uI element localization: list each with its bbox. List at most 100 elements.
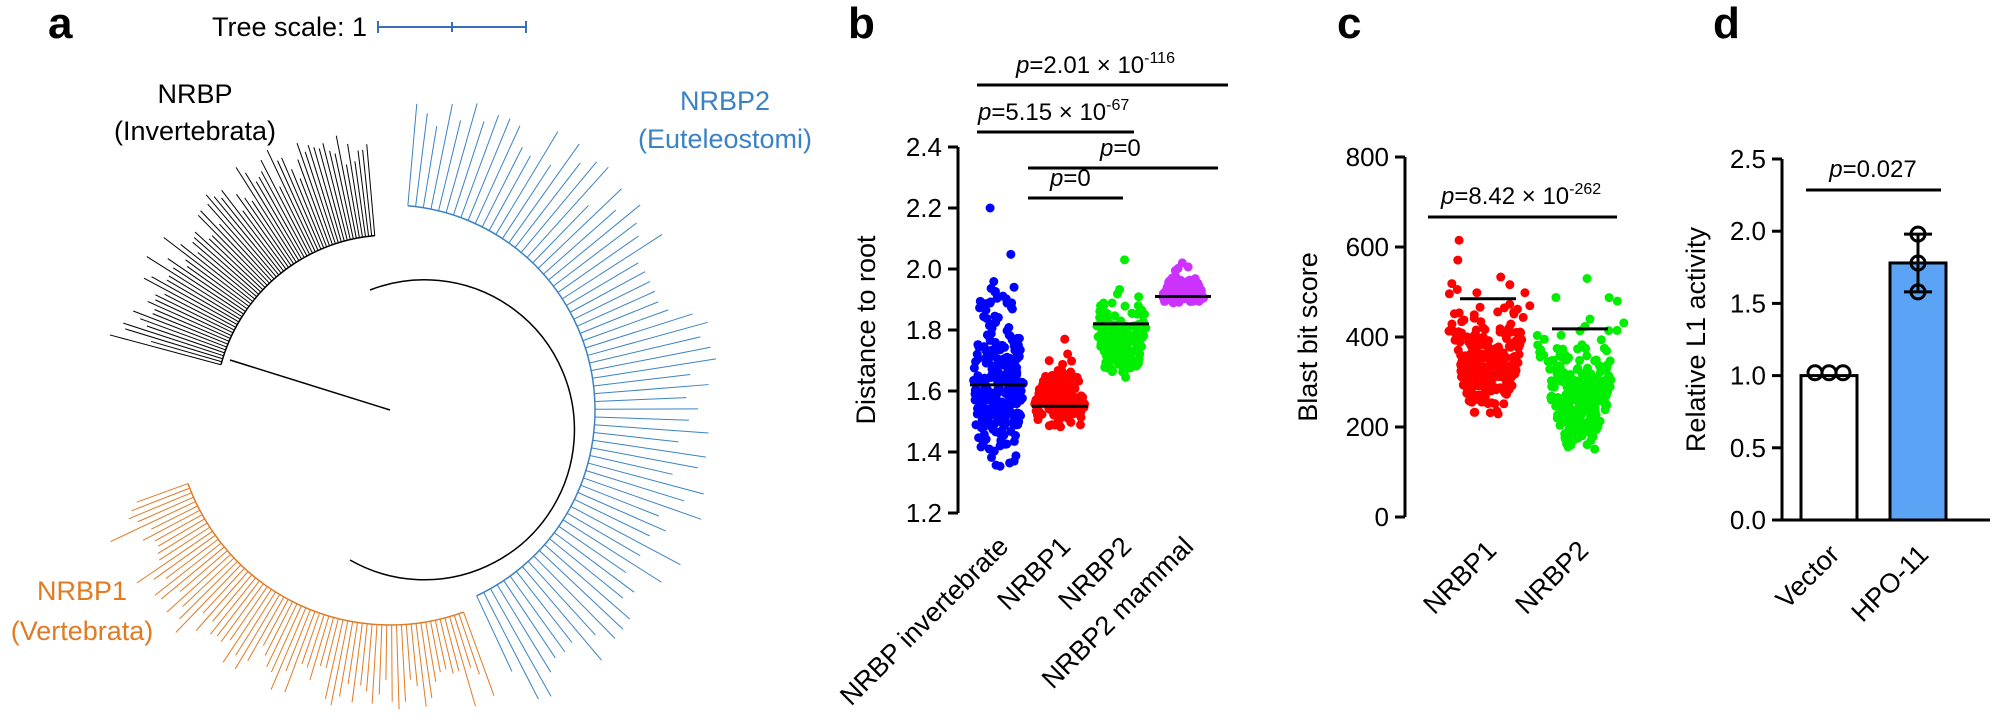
plot-c-nrbp2-point <box>1591 392 1601 402</box>
plot-b-nrbp2-mammal-point <box>1183 281 1193 291</box>
tree-leaf-branch <box>490 588 552 697</box>
tree-leaf-branch <box>306 614 325 668</box>
plot-b-nrbp1-point <box>1066 381 1076 391</box>
tree-scale-bar <box>377 21 527 33</box>
tree-leaf-branch <box>220 583 264 642</box>
plot-c-nrbp2-point <box>1588 379 1598 389</box>
tree-leaf-branch <box>159 526 211 561</box>
plot-c-nrbp1-point <box>1486 386 1496 396</box>
plot-c-nrbp1-point <box>1505 280 1515 290</box>
plot-d-y-tick-label: 2.5 <box>1730 144 1766 174</box>
tree-leaf-branch <box>242 210 287 270</box>
plot-c-nrbp2-point <box>1546 356 1556 366</box>
tree-leaf-branch <box>146 325 225 354</box>
tree-leaf-branch <box>163 237 252 305</box>
plot-c-nrbp1-point <box>1472 357 1482 367</box>
plot-c-nrbp2-point <box>1612 296 1622 306</box>
plot-c-nrbp1-point <box>1444 289 1454 299</box>
plot-b-nrbp-invertebrate-point <box>976 423 986 433</box>
plot-b-nrbp2-point <box>1134 292 1144 302</box>
plot-c-nrbp2-point <box>1619 318 1629 328</box>
tree-leaf-branch <box>453 615 472 668</box>
tree-leaf-branch <box>319 617 335 667</box>
tree-leaf-branch <box>438 120 462 211</box>
plot-b-nrbp1-point <box>1074 376 1084 386</box>
tree-leaf-branch <box>579 301 659 334</box>
plot-b-nrbp-invertebrate-point <box>1009 282 1019 292</box>
tree-leaf-branch <box>495 131 559 235</box>
plot-c-nrbp2-point <box>1572 364 1582 374</box>
plot-c-nrbp2-point <box>1560 429 1570 439</box>
plot-c-nrbp1-point <box>1494 346 1504 356</box>
plot-b-nrbp2-point <box>1106 355 1116 365</box>
tree-leaf-branch <box>324 619 344 699</box>
plot-b-y-tick-label: 2.0 <box>906 254 942 284</box>
plot-d-y-label: Relative L1 activity <box>1681 226 1711 452</box>
plot-c-nrbp2-point <box>1578 422 1588 432</box>
plot-b-nrbp2-point <box>1115 284 1125 294</box>
panel-b-label: b <box>848 0 875 48</box>
plot-b-nrbp-invertebrate-point <box>986 452 996 462</box>
tree-leaf-branch <box>167 258 246 312</box>
tree-leaf-branch <box>125 328 223 360</box>
tree-leaf-branch <box>347 143 363 238</box>
tree-leaf-branch <box>160 546 225 600</box>
plot-c-nrbp2-point <box>1570 394 1580 404</box>
plot-c-nrbp1-point <box>1447 279 1457 289</box>
tree-leaf-branch <box>131 487 190 512</box>
plot-d-y-tick-label: 1.0 <box>1730 361 1766 391</box>
tree-leaf-branch <box>277 160 319 251</box>
tree-leaf-branch <box>202 567 245 614</box>
tree-leaf-branch <box>562 519 662 583</box>
clade-nrbp1-name: NRBP1 <box>37 576 127 606</box>
tree-leaf-branch <box>143 277 236 328</box>
tree-leaf-branch <box>576 290 656 327</box>
tree-leaf-branch <box>345 164 360 238</box>
plot-c-nrbp2-point <box>1539 334 1549 344</box>
tree-leaf-branch <box>449 616 476 707</box>
tree-leaf-branch <box>266 149 316 252</box>
plot-b-nrbp1-point <box>1067 356 1077 366</box>
tree-leaf-branch <box>366 144 376 236</box>
plot-b-p-value: p=2.01 × 10-116 <box>1015 50 1175 79</box>
plot-c-nrbp2-point <box>1569 413 1579 423</box>
plot-c-nrbp1-point <box>1452 284 1462 294</box>
tree-leaf-branch <box>123 322 224 357</box>
tree-leaf-branch <box>415 623 427 707</box>
tree-leaf-branch <box>197 252 255 300</box>
plot-c-y-tick-label: 800 <box>1346 142 1389 172</box>
plot-c-nrbp1-point <box>1447 319 1457 329</box>
plot-d-y-tick-label: 1.5 <box>1730 288 1766 318</box>
tree-leaf-branch <box>221 190 284 272</box>
tree-leaf-branch <box>574 498 650 537</box>
tree-leaf-branch <box>151 276 238 326</box>
plot-c-nrbp2-point <box>1567 383 1577 393</box>
plot-c-nrbp1-point <box>1473 371 1483 381</box>
tree-leaf-branch <box>205 194 277 278</box>
plot-c-nrbp1-point <box>1457 356 1467 366</box>
tree-leaf-branch <box>168 275 241 320</box>
tree-leaf-branch <box>434 620 447 670</box>
plot-c-nrbp1-point <box>1499 328 1509 338</box>
tree-leaf-branch <box>594 424 709 434</box>
tree-leaf-branch <box>216 580 260 637</box>
tree-leaf-branch <box>422 126 438 208</box>
tree-leaf-branch <box>175 564 242 633</box>
plot-b-nrbp-invertebrate-point <box>1013 420 1023 430</box>
tree-leaf-branch <box>357 150 370 237</box>
plot-b-nrbp1-point <box>1075 420 1085 430</box>
tree-leaf-branch <box>299 178 328 248</box>
tree-leaf-branch <box>152 313 229 345</box>
plot-c-y-tick-label: 200 <box>1346 412 1389 442</box>
plot-d-bar-vector <box>1799 374 1859 522</box>
plot-b-nrbp2-mammal-point <box>1183 262 1193 272</box>
tree-leaf-branch <box>444 617 460 672</box>
tree-scale-label: Tree scale: 1 <box>212 12 367 42</box>
plot-c-nrbp2-point <box>1591 424 1601 434</box>
tree-leaf-branch <box>557 235 639 293</box>
plot-b-y-tick-label: 1.6 <box>906 376 942 406</box>
plot-d-y-tick-label: 0.5 <box>1730 433 1766 463</box>
tree-leaf-branch <box>212 574 253 622</box>
plot-b-nrbp-invertebrate-point <box>988 405 998 415</box>
plot-c-y-tick-label: 0 <box>1375 502 1389 532</box>
